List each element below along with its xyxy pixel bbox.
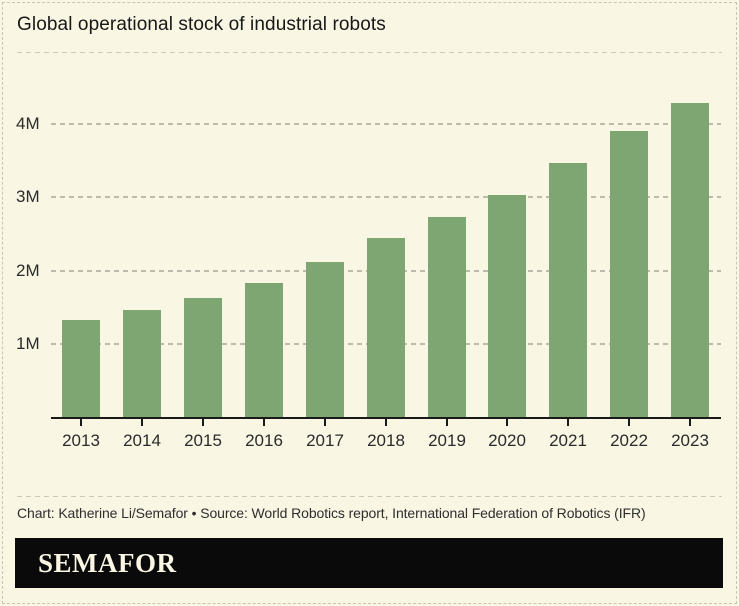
x-tick-2018: [385, 419, 387, 426]
x-tick-label: 2022: [610, 431, 648, 450]
x-tick-label: 2023: [671, 431, 709, 450]
x-tick-2020: [506, 419, 508, 426]
x-tick-2021: [567, 419, 569, 426]
bar-2023: [671, 103, 709, 418]
x-tick-label: 2013: [62, 431, 100, 450]
x-tick-label: 2015: [184, 431, 222, 450]
y-tick-label: 4M: [16, 113, 40, 133]
bar-2013: [62, 320, 100, 418]
gridline-4M: [51, 122, 721, 125]
y-tick-label: 3M: [16, 187, 40, 207]
x-tick-label: 2021: [549, 431, 587, 450]
chart-title: Global operational stock of industrial r…: [17, 14, 386, 35]
bar-2019: [428, 217, 466, 418]
bar-2017: [306, 262, 344, 418]
bar-2014: [123, 310, 161, 418]
x-tick-2023: [689, 419, 691, 426]
bar-chart: 1M 2M 3M 4M 2013 2014 2015 2016 2017 2018 2019 2020…: [16, 103, 721, 450]
bar-2015: [184, 298, 222, 418]
y-tick-label: 1M: [16, 334, 40, 354]
x-tick-2015: [202, 419, 204, 426]
x-tick-2017: [324, 419, 326, 426]
x-tick-label: 2017: [306, 431, 344, 450]
title-divider: [17, 52, 722, 53]
bar-2020: [488, 195, 526, 418]
x-tick-2016: [263, 419, 265, 426]
bar-2022: [610, 131, 648, 418]
x-tick-label: 2014: [123, 431, 161, 450]
x-tick-label: 2016: [245, 431, 283, 450]
x-tick-label: 2019: [428, 431, 466, 450]
x-tick-2013: [80, 419, 82, 426]
bar-2021: [549, 163, 587, 418]
x-axis-line: [51, 417, 721, 419]
x-tick-label: 2018: [367, 431, 405, 450]
x-tick-label: 2020: [488, 431, 526, 450]
bar-2018: [367, 238, 405, 418]
semafor-logo: SEMAFOR: [38, 547, 177, 578]
y-tick-label: 2M: [16, 260, 40, 280]
credit-line: Chart: Katherine Li/Semafor • Source: Wo…: [17, 505, 646, 521]
x-tick-2022: [628, 419, 630, 426]
x-tick-2014: [141, 419, 143, 426]
bar-2016: [245, 283, 283, 418]
footer-divider: [17, 496, 722, 497]
x-tick-2019: [446, 419, 448, 426]
gridline-3M: [51, 196, 721, 199]
semafor-logo-bar: SEMAFOR: [15, 538, 723, 588]
